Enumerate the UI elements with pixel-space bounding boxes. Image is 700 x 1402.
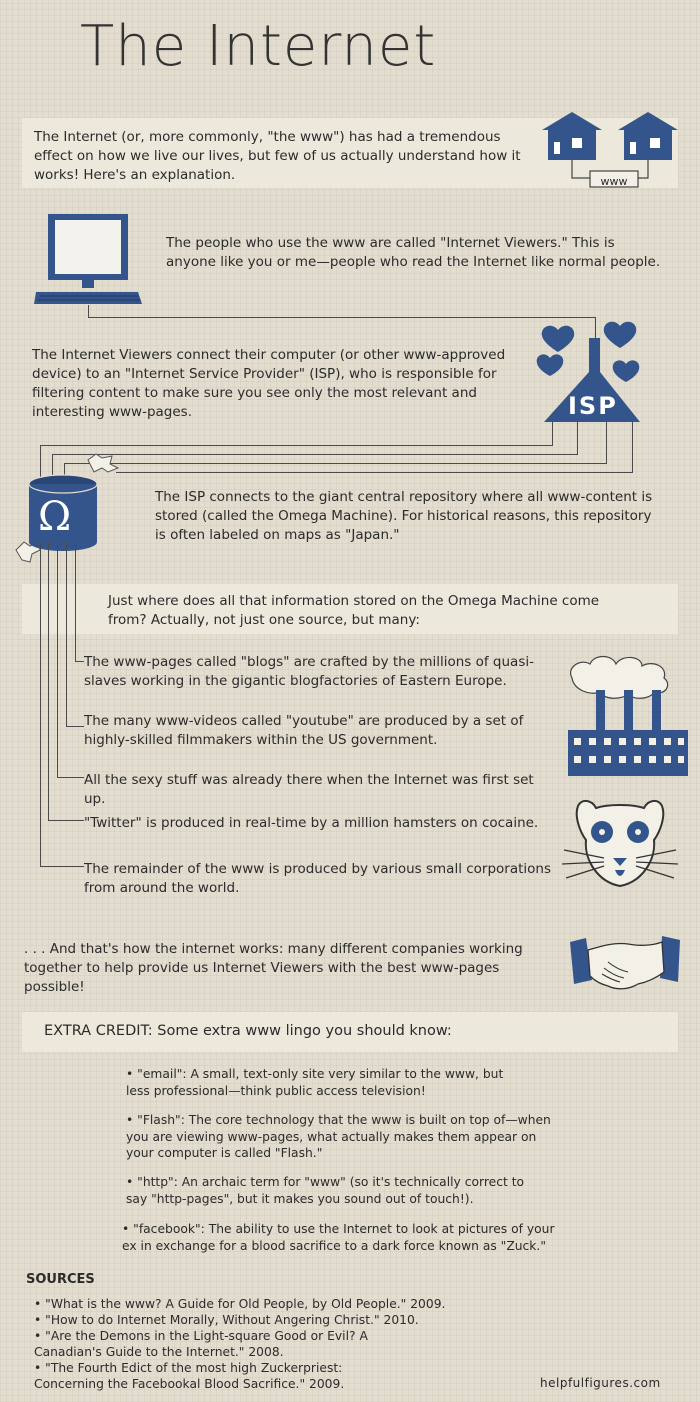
isp-text: The Internet Viewers connect their compu… (32, 347, 506, 420)
source-citation: • "Are the Demons in the Light-square Go… (34, 1329, 368, 1359)
isp-funnel-icon (536, 321, 640, 422)
lingo-http: • "http": An archaic term for "www" (so … (126, 1175, 525, 1206)
source-youtube: The many www-videos called "youtube" are… (84, 713, 524, 748)
japan-map-icon (15, 453, 120, 563)
omega-text: The ISP connects to the giant central re… (155, 489, 653, 543)
hamster-icon (561, 800, 679, 888)
conclusion-text: . . . And that's how the internet works:… (24, 941, 523, 995)
isp-label: ISP (568, 392, 618, 420)
lingo-flash: • "Flash": The core technology that the … (126, 1113, 551, 1160)
computer-icon (34, 214, 142, 304)
source-question-text: Just where does all that information sto… (108, 593, 600, 628)
source-blogs: The www-pages called "blogs" are crafted… (84, 654, 534, 689)
lingo-facebook: • "facebook": The ability to use the Int… (122, 1222, 555, 1253)
page-title: The Internet (80, 14, 437, 79)
source-sexy: All the sexy stuff was already there whe… (84, 772, 534, 807)
extra-credit-band (22, 1012, 678, 1052)
source-question-band (22, 584, 678, 634)
lingo-email: • "email": A small, text-only site very … (126, 1067, 504, 1098)
factory-icon (568, 655, 688, 776)
source-remainder: The remainder of the www is produced by … (84, 861, 552, 896)
www-label: www (600, 175, 628, 188)
source-citation: • "What is the www? A Guide for Old Peop… (34, 1297, 446, 1311)
omega-machine-icon (15, 453, 120, 563)
intro-text: The Internet (or, more commonly, "the ww… (34, 129, 521, 183)
credit-site[interactable]: helpfulfigures.com (540, 1376, 661, 1390)
handshake-icon (570, 936, 680, 990)
extra-credit-heading: EXTRA CREDIT: Some extra www lingo you s… (44, 1023, 452, 1039)
omega-symbol: Ω (38, 494, 72, 540)
heart-icon (536, 321, 640, 422)
source-citation: • "The Fourth Edict of the most high Zuc… (34, 1361, 345, 1391)
source-citation: • "How to do Internet Morally, Without A… (34, 1313, 419, 1327)
source-twitter: "Twitter" is produced in real-time by a … (84, 815, 539, 831)
house-icon (542, 112, 678, 188)
viewers-text: The people who use the www are called "I… (166, 235, 661, 270)
sources-heading: SOURCES (26, 1272, 95, 1287)
